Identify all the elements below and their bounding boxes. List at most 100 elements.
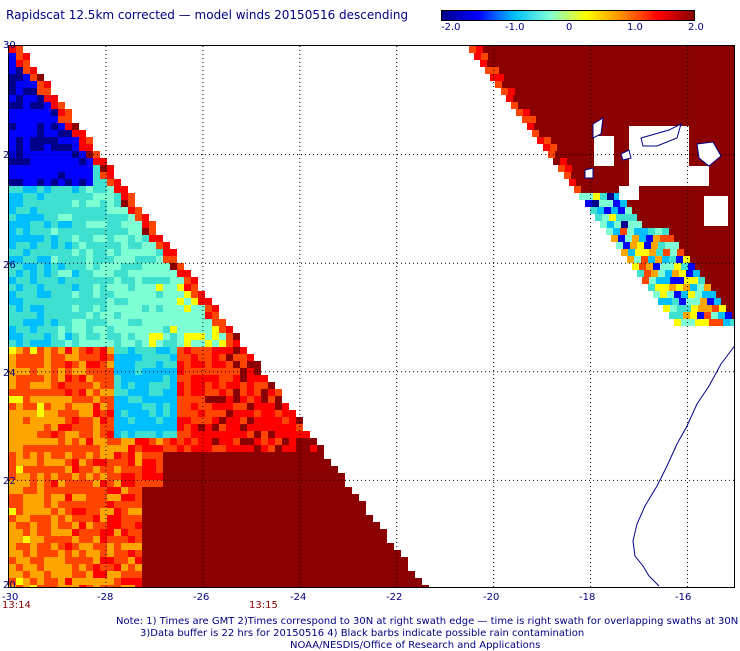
wind-cell: [142, 564, 149, 571]
wind-cell: [338, 571, 345, 578]
wind-cell: [219, 389, 226, 396]
wind-cell: [233, 536, 240, 543]
wind-cell: [553, 130, 560, 137]
wind-cell: [44, 88, 51, 95]
wind-cell: [317, 578, 324, 585]
wind-cell: [732, 144, 734, 151]
wind-cell: [149, 557, 156, 564]
wind-cell: [233, 389, 240, 396]
wind-cell: [609, 46, 616, 53]
wind-cell: [212, 333, 219, 340]
wind-cell: [9, 354, 16, 361]
wind-cell: [345, 529, 352, 536]
wind-cell: [578, 172, 585, 179]
wind-cell: [135, 361, 142, 368]
wind-cell: [72, 179, 79, 186]
wind-cell: [93, 585, 100, 587]
wind-cell: [219, 410, 226, 417]
wind-cell: [233, 494, 240, 501]
wind-cell: [683, 228, 690, 235]
wind-cell: [282, 487, 289, 494]
wind-cell: [592, 88, 599, 95]
wind-cell: [338, 564, 345, 571]
wind-cell: [121, 452, 128, 459]
wind-cell: [86, 200, 93, 207]
wind-cell: [268, 445, 275, 452]
wind-cell: [317, 571, 324, 578]
wind-cell: [373, 536, 380, 543]
wind-cell: [9, 123, 16, 130]
wind-cell: [44, 550, 51, 557]
wind-cell: [44, 410, 51, 417]
wind-cell: [30, 466, 37, 473]
wind-cell: [219, 529, 226, 536]
wind-cell: [226, 361, 233, 368]
wind-cell: [543, 116, 550, 123]
wind-cell: [600, 109, 607, 116]
wind-cell: [268, 466, 275, 473]
wind-cell: [16, 172, 23, 179]
wind-cell: [205, 305, 212, 312]
wind-cell: [261, 410, 268, 417]
wind-cell: [219, 326, 226, 333]
wind-cell: [532, 74, 539, 81]
wind-map-svg: [9, 46, 734, 587]
wind-cell: [310, 473, 317, 480]
wind-cell: [149, 466, 156, 473]
wind-cell: [86, 494, 93, 501]
wind-cell: [525, 46, 532, 53]
wind-cell: [677, 221, 684, 228]
wind-cell: [558, 165, 565, 172]
wind-cell: [716, 123, 723, 130]
wind-cell: [65, 403, 72, 410]
wind-cell: [58, 396, 65, 403]
wind-cell: [198, 508, 205, 515]
wind-cell: [191, 585, 198, 587]
wind-cell: [247, 417, 254, 424]
wind-cell: [93, 368, 100, 375]
wind-cell: [212, 305, 219, 312]
wind-cell: [247, 466, 254, 473]
wind-cell: [723, 95, 730, 102]
wind-cell: [233, 557, 240, 564]
wind-cell: [639, 95, 646, 102]
wind-cell: [135, 319, 142, 326]
wind-cell: [310, 578, 317, 585]
wind-cell: [565, 165, 572, 172]
wind-cell: [697, 228, 704, 235]
wind-cell: [289, 480, 296, 487]
wind-cell: [72, 557, 79, 564]
wind-cell: [58, 249, 65, 256]
wind-cell: [9, 165, 16, 172]
wind-cell: [212, 452, 219, 459]
wind-cell: [184, 480, 191, 487]
wind-cell: [247, 445, 254, 452]
wind-cell: [128, 312, 135, 319]
wind-cell: [23, 396, 30, 403]
wind-cell: [212, 480, 219, 487]
wind-cell: [79, 207, 86, 214]
wind-cell: [156, 452, 163, 459]
wind-cell: [121, 284, 128, 291]
wind-cell: [310, 438, 317, 445]
wind-cell: [107, 193, 114, 200]
wind-cell: [628, 221, 635, 228]
wind-cell: [170, 333, 177, 340]
wind-cell: [65, 207, 72, 214]
wind-cell: [65, 130, 72, 137]
wind-cell: [219, 522, 226, 529]
wind-cell: [303, 515, 310, 522]
wind-cell: [100, 389, 107, 396]
wind-cell: [732, 88, 734, 95]
wind-cell: [672, 214, 679, 221]
wind-cell: [700, 270, 707, 277]
wind-cell: [226, 522, 233, 529]
wind-cell: [72, 186, 79, 193]
wind-cell: [387, 578, 394, 585]
wind-cell: [714, 74, 721, 81]
wind-cell: [303, 529, 310, 536]
wind-cell: [569, 179, 576, 186]
wind-cell: [646, 263, 653, 270]
map-title: Rapidscat 12.5km corrected — model winds…: [6, 8, 409, 22]
wind-cell: [107, 326, 114, 333]
